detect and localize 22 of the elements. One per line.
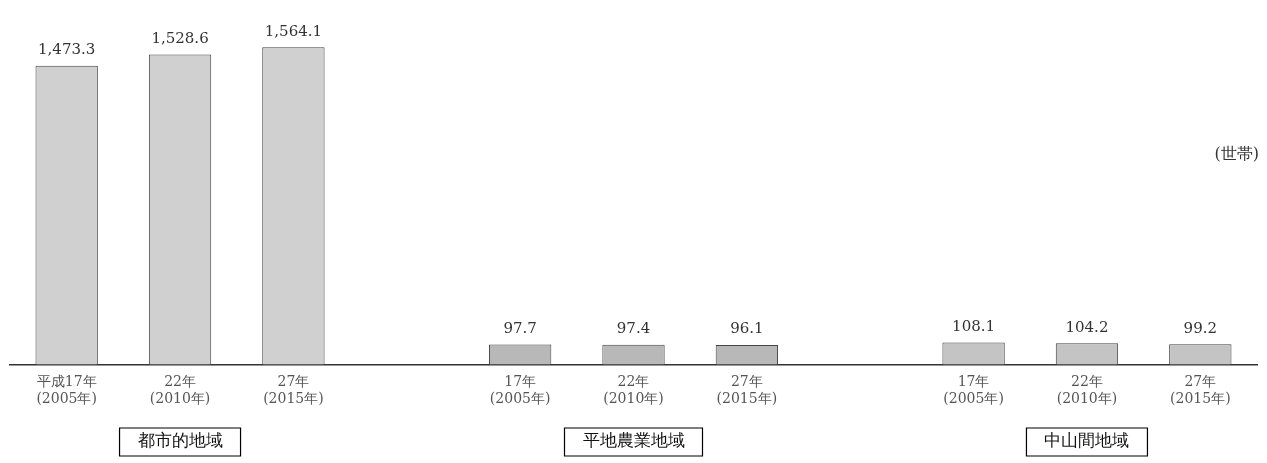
data-label: 97.4 xyxy=(616,319,651,338)
text: 平地農業地域 xyxy=(582,430,685,451)
x-tick-label: 平成17年 (2005年) xyxy=(36,373,97,407)
data-label: 104.2 xyxy=(1065,317,1109,336)
x-tick-label: 22年 (2010年) xyxy=(1056,373,1118,407)
data-label: 1,528.6 xyxy=(151,28,209,47)
x-tick-label: 22年 (2010年) xyxy=(149,373,211,407)
data-label: 1,473.3 xyxy=(38,40,96,59)
data-label: 97.7 xyxy=(503,318,537,337)
data-label: 1,564.1 xyxy=(264,21,323,40)
annotation: (世帯) xyxy=(1214,144,1259,164)
x-tick-label: 17年 (2005年) xyxy=(489,373,551,407)
data-label: 96.1 xyxy=(730,319,764,338)
text: 中山間地域 xyxy=(1044,430,1130,451)
x-tick-label: 27年 (2015年) xyxy=(1170,373,1231,407)
data-label: 108.1 xyxy=(952,316,996,335)
x-tick-label: 17年 (2005年) xyxy=(943,373,1004,407)
text: 都市的地域 xyxy=(137,430,223,451)
x-tick-label: 27年 (2015年) xyxy=(263,373,324,407)
data-label: 99.2 xyxy=(1183,318,1218,337)
x-tick-label: 22年 (2010年) xyxy=(603,373,664,407)
x-tick-label: 27年 (2015年) xyxy=(716,373,778,407)
